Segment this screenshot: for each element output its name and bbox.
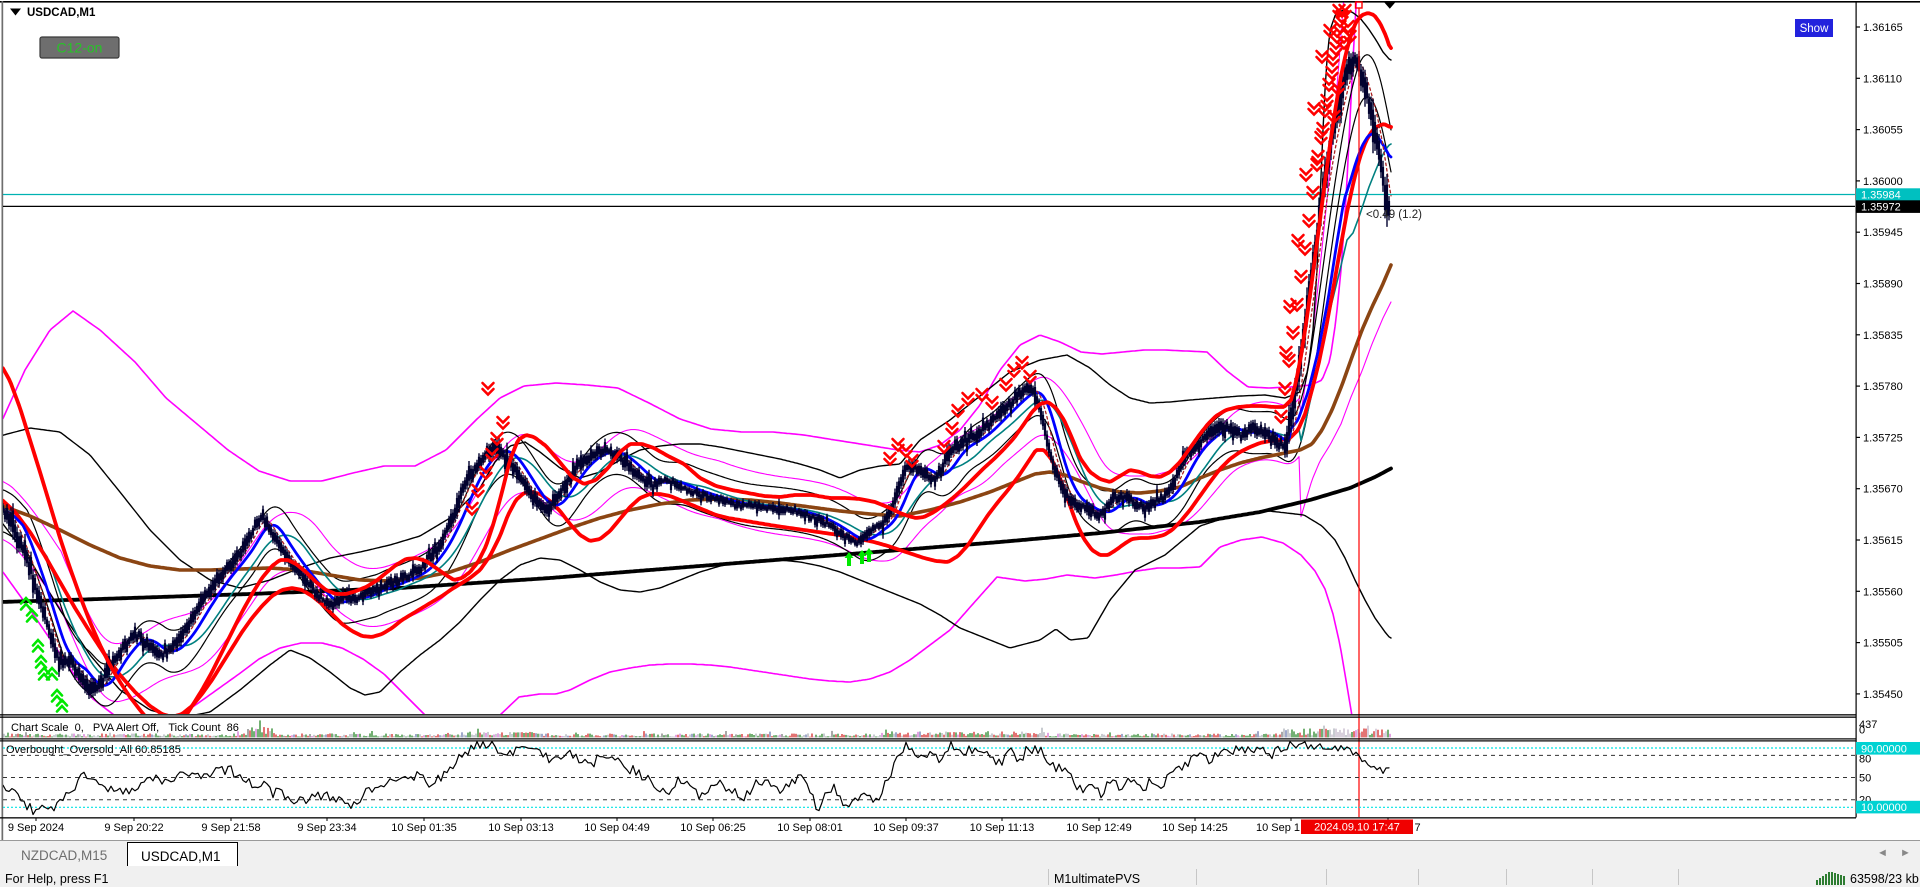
svg-text:1.35725: 1.35725 [1863, 432, 1903, 444]
svg-text:9 Sep 21:58: 9 Sep 21:58 [201, 822, 260, 834]
svg-text:1.35780: 1.35780 [1863, 381, 1903, 393]
svg-text:1.35450: 1.35450 [1863, 689, 1903, 701]
svg-text:1.35615: 1.35615 [1863, 535, 1903, 547]
svg-text:9 Sep 2024: 9 Sep 2024 [8, 822, 64, 834]
svg-text:1.35505: 1.35505 [1863, 638, 1903, 650]
svg-text:90.00000: 90.00000 [1861, 743, 1907, 755]
svg-text:437: 437 [1859, 719, 1877, 731]
svg-text:1.36165: 1.36165 [1863, 22, 1903, 34]
svg-text:1.36055: 1.36055 [1863, 125, 1903, 137]
svg-text:10 Sep 01:35: 10 Sep 01:35 [391, 822, 456, 834]
svg-text:10 Sep 04:49: 10 Sep 04:49 [584, 822, 649, 834]
svg-text:80: 80 [1859, 754, 1871, 766]
svg-text:9 Sep 23:34: 9 Sep 23:34 [297, 822, 356, 834]
svg-text:9 Sep 20:22: 9 Sep 20:22 [104, 822, 163, 834]
svg-text:1.35670: 1.35670 [1863, 484, 1903, 496]
svg-text:10 Sep 14:25: 10 Sep 14:25 [1162, 822, 1227, 834]
svg-text:1.35835: 1.35835 [1863, 330, 1903, 342]
svg-text:10 Sep 11:13: 10 Sep 11:13 [970, 822, 1035, 834]
svg-text:<0.49 (1.2): <0.49 (1.2) [1366, 209, 1422, 221]
svg-text:1.35972: 1.35972 [1861, 202, 1901, 214]
svg-text:C12-on: C12-on [57, 40, 103, 56]
svg-text:1.35890: 1.35890 [1863, 279, 1903, 291]
svg-text:10 Sep 03:13: 10 Sep 03:13 [488, 822, 553, 834]
svg-text:10 Sep 08:01: 10 Sep 08:01 [777, 822, 842, 834]
svg-text:USDCAD,M1: USDCAD,M1 [27, 7, 96, 19]
svg-text:0: 0 [1859, 725, 1865, 737]
svg-text:10 Sep 1: 10 Sep 1 [1256, 822, 1300, 834]
svg-text:10 Sep 09:37: 10 Sep 09:37 [873, 822, 938, 834]
svg-text:Overbought_Oversold_All 60.851: Overbought_Oversold_All 60.85185 [6, 744, 181, 756]
svg-text:1.36110: 1.36110 [1863, 73, 1902, 85]
svg-text:1.35945: 1.35945 [1863, 227, 1903, 239]
svg-text:7: 7 [1415, 822, 1421, 834]
svg-text:1.36000: 1.36000 [1863, 176, 1903, 188]
svg-text:Chart Scale 0, PVA Alert Of: Chart Scale 0, PVA Alert Off, Tick Count… [11, 722, 239, 734]
svg-text:Show: Show [1800, 23, 1829, 35]
svg-text:10 Sep 12:49: 10 Sep 12:49 [1066, 822, 1131, 834]
svg-text:10.00000: 10.00000 [1861, 802, 1907, 814]
svg-text:1.35560: 1.35560 [1863, 586, 1903, 598]
svg-text:1.35984: 1.35984 [1861, 190, 1901, 202]
svg-text:2024.09.10 17:47: 2024.09.10 17:47 [1314, 822, 1400, 834]
svg-text:50: 50 [1859, 773, 1871, 785]
svg-text:10 Sep 06:25: 10 Sep 06:25 [680, 822, 745, 834]
